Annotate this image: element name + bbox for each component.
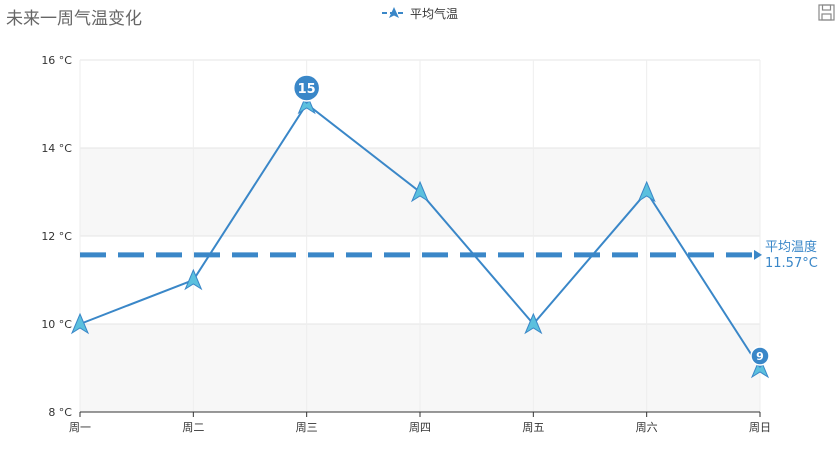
average-line-arrow bbox=[754, 249, 762, 260]
x-tick-label: 周五 bbox=[522, 421, 544, 434]
x-tick-label: 周一 bbox=[69, 421, 91, 434]
mark-point-bubble bbox=[750, 346, 770, 366]
mark-point-label: 15 bbox=[298, 82, 316, 97]
x-tick-label: 周三 bbox=[296, 421, 318, 434]
legend-label: 平均气温 bbox=[410, 6, 459, 21]
legend-line-triangle-icon bbox=[382, 7, 406, 18]
average-line-value: 11.57°C bbox=[765, 256, 818, 271]
y-tick-label: 16 °C bbox=[41, 54, 72, 67]
x-tick-label: 周四 bbox=[409, 421, 431, 434]
chart-title: 未来一周气温变化 bbox=[6, 9, 142, 29]
data-point bbox=[637, 180, 656, 203]
x-tick-label: 周六 bbox=[636, 421, 658, 434]
mark-point-bubble bbox=[292, 74, 321, 102]
y-tick-label: 10 °C bbox=[41, 318, 72, 331]
x-tick-label: 周日 bbox=[749, 421, 771, 434]
y-tick-label: 8 °C bbox=[48, 406, 72, 419]
average-line-label: 平均温度 bbox=[765, 239, 817, 255]
x-tick-label: 周二 bbox=[182, 421, 204, 434]
data-point bbox=[70, 312, 90, 335]
data-point bbox=[410, 180, 430, 203]
mark-point-label: 9 bbox=[756, 350, 764, 363]
data-point bbox=[184, 268, 203, 291]
y-tick-label: 14 °C bbox=[41, 142, 72, 155]
save-image-button[interactable] bbox=[818, 4, 836, 22]
data-point bbox=[524, 312, 543, 335]
save-icon bbox=[818, 4, 835, 21]
y-tick-label: 12 °C bbox=[41, 230, 72, 243]
legend[interactable]: 平均气温 bbox=[382, 5, 458, 21]
